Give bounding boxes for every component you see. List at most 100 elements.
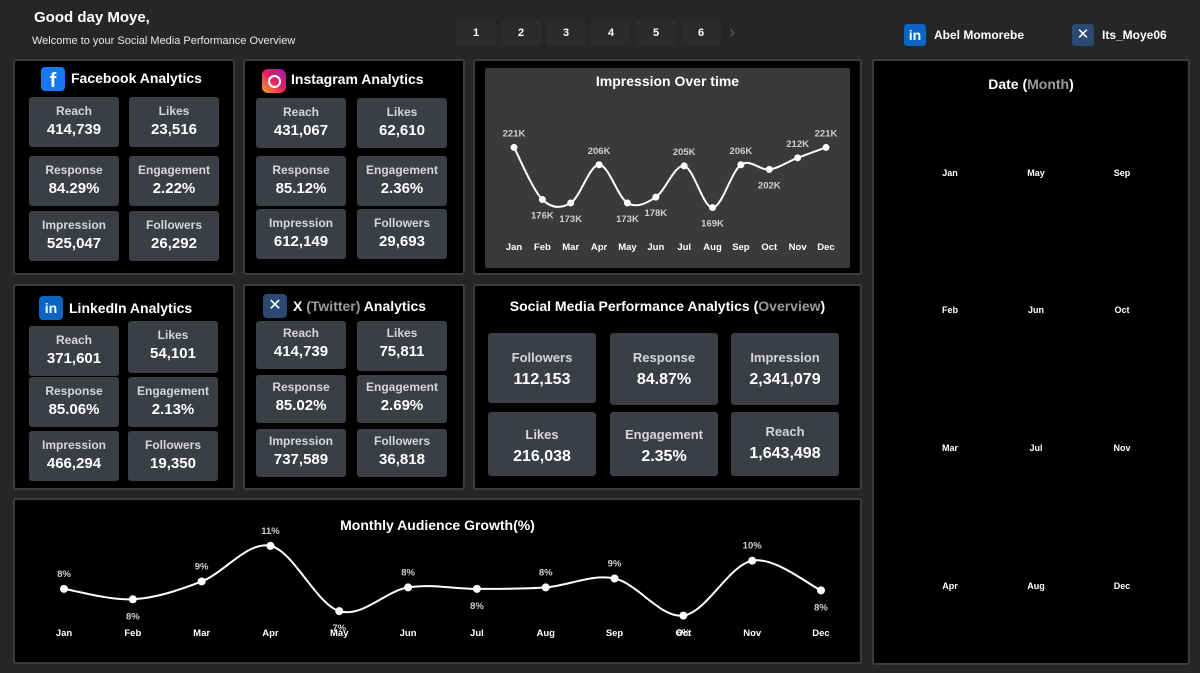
data-point — [567, 199, 575, 207]
data-point — [510, 143, 518, 151]
x-tick-label: Nov — [789, 242, 808, 253]
x-tick-label: Mar — [562, 242, 579, 253]
chevron-right-icon[interactable]: › — [729, 22, 735, 42]
month-button-apr[interactable]: Apr — [942, 581, 958, 591]
x-profile-link[interactable]: ✕ Its_Moye06 — [1072, 23, 1167, 47]
month-button-oct[interactable]: Oct — [1114, 305, 1130, 315]
data-point — [794, 154, 802, 162]
month-button-jul[interactable]: Jul — [1029, 443, 1043, 453]
facebook-icon: f — [41, 67, 65, 92]
x-tick-label: Apr — [591, 242, 608, 253]
twitter-reach-card: Reach 414,739 — [256, 321, 346, 369]
linkedin-engagement-card: Engagement 2.13% — [128, 377, 218, 427]
twitter-title-main: X — [293, 298, 307, 314]
linkedin-response-card: Response 85.06% — [29, 377, 119, 427]
metric-label: Reach — [55, 333, 93, 347]
overview-engagement-card: Engagement 2.35% — [610, 412, 718, 476]
instagram-likes-card: Likes 62,610 — [357, 98, 447, 148]
facebook-title: Facebook Analytics — [71, 70, 202, 86]
data-label: 176K — [531, 210, 554, 221]
metric-value: 75,811 — [379, 343, 425, 360]
month-button-may[interactable]: May — [1027, 168, 1045, 178]
greeting: Good day Moye, — [34, 9, 150, 26]
twitter-likes-card: Likes 75,811 — [357, 321, 447, 371]
data-point — [610, 574, 619, 583]
page-button-2[interactable]: 2 — [501, 20, 541, 46]
twitter-title-paren: (Twitter) — [306, 298, 361, 314]
overview-panel: Social Media Performance Analytics (Over… — [473, 284, 862, 490]
facebook-impression-card: Impression 525,047 — [29, 211, 119, 261]
date-slicer-title: Date (Month) — [874, 76, 1188, 92]
data-label: 221K — [815, 128, 838, 139]
metric-label: Response — [272, 380, 330, 394]
month-button-sep[interactable]: Sep — [1113, 168, 1131, 178]
month-button-aug[interactable]: Aug — [1027, 581, 1045, 591]
metric-value: 2.36% — [380, 180, 424, 197]
page-button-1[interactable]: 1 — [456, 20, 496, 46]
metric-value: 2.22% — [152, 180, 196, 197]
linkedin-profile-link[interactable]: in Abel Momorebe — [904, 23, 1024, 47]
data-label: 169K — [701, 219, 724, 230]
instagram-title: Instagram Analytics — [291, 71, 424, 87]
data-label: 9% — [195, 561, 209, 572]
overview-response-card: Response 84.87% — [610, 333, 718, 405]
data-point — [335, 607, 344, 616]
date-title-open: ( — [1022, 76, 1028, 92]
metric-value: 525,047 — [46, 235, 102, 252]
metric-value: 29,693 — [379, 233, 425, 250]
date-title-main: Date — [988, 76, 1023, 92]
metric-label: Engagement — [624, 427, 703, 442]
metric-value: 612,149 — [273, 233, 329, 250]
metric-label: Likes — [157, 328, 189, 342]
facebook-engagement-card: Engagement 2.22% — [129, 156, 219, 206]
month-button-nov[interactable]: Nov — [1113, 443, 1131, 453]
month-button-feb[interactable]: Feb — [941, 305, 958, 315]
metric-value: 2.69% — [380, 397, 424, 414]
x-tick-label: Oct — [675, 628, 692, 639]
metric-value: 23,516 — [151, 121, 197, 138]
x-tick-label: May — [618, 242, 637, 253]
facebook-likes-card: Likes 23,516 — [129, 97, 219, 147]
x-tick-label: Aug — [536, 628, 555, 639]
page-button-3[interactable]: 3 — [546, 20, 586, 46]
instagram-analytics-panel: Instagram Analytics Reach 431,067 Likes … — [243, 59, 465, 275]
date-title-paren: Month — [1027, 76, 1070, 92]
page-button-5[interactable]: 5 — [636, 20, 676, 46]
data-label: 8% — [470, 601, 484, 612]
linkedin-name: Abel Momorebe — [934, 28, 1025, 42]
metric-value: 1,643,498 — [749, 445, 821, 462]
metric-value: 62,610 — [379, 122, 425, 139]
data-point — [541, 583, 550, 592]
data-label: 205K — [673, 147, 696, 158]
month-button-mar[interactable]: Mar — [941, 443, 958, 453]
linkedin-likes-card: Likes 54,101 — [128, 321, 218, 373]
linkedin-followers-card: Followers 19,350 — [128, 431, 218, 481]
data-point — [679, 611, 688, 620]
metric-label: Likes — [386, 105, 418, 119]
twitter-impression-card: Impression 737,589 — [256, 429, 346, 477]
x-tick-label: Jun — [400, 628, 417, 639]
instagram-impression-card: Impression 612,149 — [256, 209, 346, 259]
impression-chart-area — [485, 68, 850, 268]
metric-label: Reach — [282, 326, 320, 340]
data-point — [822, 143, 830, 151]
x-icon: ✕ — [1072, 24, 1094, 46]
month-button-jan[interactable]: Jan — [942, 168, 958, 178]
data-point — [538, 195, 546, 203]
month-button-jun[interactable]: Jun — [1027, 305, 1044, 315]
metric-label: Followers — [511, 350, 573, 365]
data-point — [266, 541, 275, 550]
page-button-4[interactable]: 4 — [591, 20, 631, 46]
series-line — [513, 146, 827, 209]
date-title-close: ) — [1069, 76, 1074, 92]
twitter-engagement-card: Engagement 2.69% — [357, 375, 447, 423]
audience-growth-title: Monthly Audience Growth(%) — [340, 517, 535, 533]
facebook-followers-card: Followers 26,292 — [129, 211, 219, 261]
metric-value: 2,341,079 — [749, 371, 821, 388]
x-tick-label: Apr — [262, 628, 279, 639]
month-button-dec[interactable]: Dec — [1113, 581, 1131, 591]
twitter-title-rest: Analytics — [360, 298, 427, 314]
metric-label: Reach — [765, 424, 805, 439]
linkedin-title: LinkedIn Analytics — [69, 300, 193, 316]
page-button-6[interactable]: 6 — [681, 20, 721, 46]
